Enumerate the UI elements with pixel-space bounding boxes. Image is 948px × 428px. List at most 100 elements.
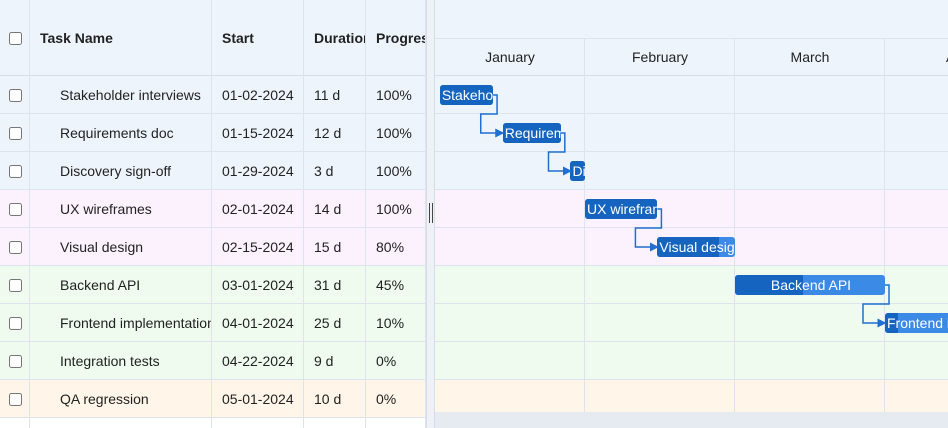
- row-checkbox-cell: [0, 114, 30, 152]
- cell-duration: 14 d: [314, 201, 342, 217]
- cell-start: 01-02-2024: [222, 87, 294, 103]
- column-header[interactable]: Task Name: [40, 30, 113, 46]
- month-label: March: [790, 49, 830, 65]
- row-checkbox-cell: [0, 228, 30, 266]
- column-header[interactable]: Progress: [376, 30, 426, 46]
- task-bar[interactable]: Requirements doc: [502, 123, 561, 143]
- cell-progress: 100%: [376, 201, 412, 217]
- task-bar-label: Stakeholder interviews: [441, 87, 494, 103]
- task-bar[interactable]: Discovery sign-off: [570, 161, 585, 181]
- task-bar-progress: [657, 237, 720, 257]
- cell-duration: 15 d: [314, 239, 342, 255]
- row-checkbox-cell: [0, 76, 30, 114]
- row-checkbox-cell: [0, 190, 30, 228]
- task-bar-progress: [439, 85, 494, 105]
- row-checkbox[interactable]: [8, 88, 22, 102]
- task-bar[interactable]: Backend API: [735, 275, 885, 295]
- timeline-row: [435, 190, 948, 228]
- timeline-header-divider: [435, 38, 948, 39]
- select-all-checkbox[interactable]: [8, 31, 22, 45]
- timeline: January February March April Stakeholder int…: [435, 0, 948, 428]
- cell-start: 02-15-2024: [222, 239, 294, 255]
- month-label: February: [631, 49, 689, 65]
- cell-start: 02-01-2024: [222, 201, 294, 217]
- task-bar-label: Backend API: [770, 277, 852, 293]
- row-checkbox[interactable]: [8, 240, 22, 254]
- cell-duration: 3 d: [314, 163, 334, 179]
- row-checkbox[interactable]: [8, 164, 22, 178]
- row-checkbox[interactable]: [8, 354, 22, 368]
- cell-duration: 10 d: [314, 391, 342, 407]
- splitter-handle[interactable]: [429, 203, 433, 223]
- timeline-row: [435, 304, 948, 342]
- month-divider: [734, 38, 735, 412]
- month-label: January: [485, 49, 535, 65]
- cell-name: Requirements doc: [60, 125, 174, 141]
- row-checkbox[interactable]: [8, 126, 22, 140]
- cell-duration: 31 d: [314, 277, 342, 293]
- task-bar[interactable]: UX wireframes: [585, 199, 658, 219]
- column-divider: [211, 0, 212, 428]
- header-checkbox-cell: [0, 0, 30, 76]
- splitter[interactable]: [426, 0, 435, 428]
- grid-row: [0, 114, 426, 152]
- timeline-row: [435, 342, 948, 380]
- row-checkbox[interactable]: [8, 316, 22, 330]
- timeline-row: [435, 76, 948, 114]
- row-checkbox-cell: [0, 380, 30, 418]
- cell-duration: 11 d: [314, 87, 341, 103]
- cell-name: Discovery sign-off: [60, 163, 172, 179]
- cell-progress: 100%: [376, 163, 412, 179]
- row-checkbox-cell: [0, 266, 30, 304]
- row-checkbox[interactable]: [8, 202, 22, 216]
- cell-duration: 9 d: [314, 353, 334, 369]
- row-checkbox[interactable]: [8, 278, 22, 292]
- scrollbar: [435, 412, 948, 428]
- cell-progress: 100%: [376, 87, 412, 103]
- task-bar[interactable]: Stakeholder interviews: [439, 85, 494, 105]
- task-bar-progress: [502, 123, 561, 143]
- task-bar-label: Discovery sign-off: [572, 163, 585, 179]
- cell-start: 04-01-2024: [222, 315, 294, 331]
- column-divider: [365, 0, 366, 428]
- cell-name: Visual design: [60, 239, 144, 255]
- grid-row: [0, 228, 426, 266]
- cell-start: 04-22-2024: [222, 353, 294, 369]
- task-bar[interactable]: Visual design: [657, 237, 735, 257]
- row-checkbox-cell: [0, 304, 30, 342]
- task-bar-label: Frontend implementation: [887, 315, 948, 331]
- grid-row: [0, 190, 426, 228]
- task-bar-label: UX wireframes: [587, 201, 657, 217]
- cell-start: 01-29-2024: [222, 163, 294, 179]
- cell-name: Backend API: [60, 277, 141, 293]
- cell-start: 03-01-2024: [222, 277, 294, 293]
- column-header[interactable]: Start: [222, 30, 254, 46]
- cell-progress: 80%: [376, 239, 405, 255]
- grid-row: [0, 266, 426, 304]
- column-divider: [303, 0, 304, 428]
- task-bar-progress: [570, 161, 585, 181]
- grid-row: [0, 76, 426, 114]
- grid-row: [0, 342, 426, 380]
- cell-progress: 100%: [376, 125, 412, 141]
- column-header[interactable]: Duration: [314, 30, 366, 46]
- month-label: April: [885, 38, 948, 76]
- cell-duration: 25 d: [314, 315, 342, 331]
- task-bar-progress: [735, 275, 803, 295]
- row-checkbox[interactable]: [8, 392, 22, 406]
- task-bar[interactable]: Frontend implementation: [885, 313, 948, 333]
- cell-start: 05-01-2024: [222, 391, 294, 407]
- cell-progress: 10%: [376, 315, 405, 331]
- row-checkbox-cell: [0, 342, 30, 380]
- grid-row: [0, 152, 426, 190]
- cell-name: Frontend implementation: [60, 315, 212, 331]
- timeline-row: [435, 152, 948, 190]
- task-bar-label: Visual design: [659, 239, 735, 255]
- grid-header: [0, 0, 426, 76]
- cell-name: Integration tests: [60, 353, 160, 369]
- grid-row: [0, 304, 426, 342]
- row-checkbox-cell: [0, 152, 30, 190]
- month-divider: [584, 38, 585, 412]
- cell-progress: 0%: [376, 353, 397, 369]
